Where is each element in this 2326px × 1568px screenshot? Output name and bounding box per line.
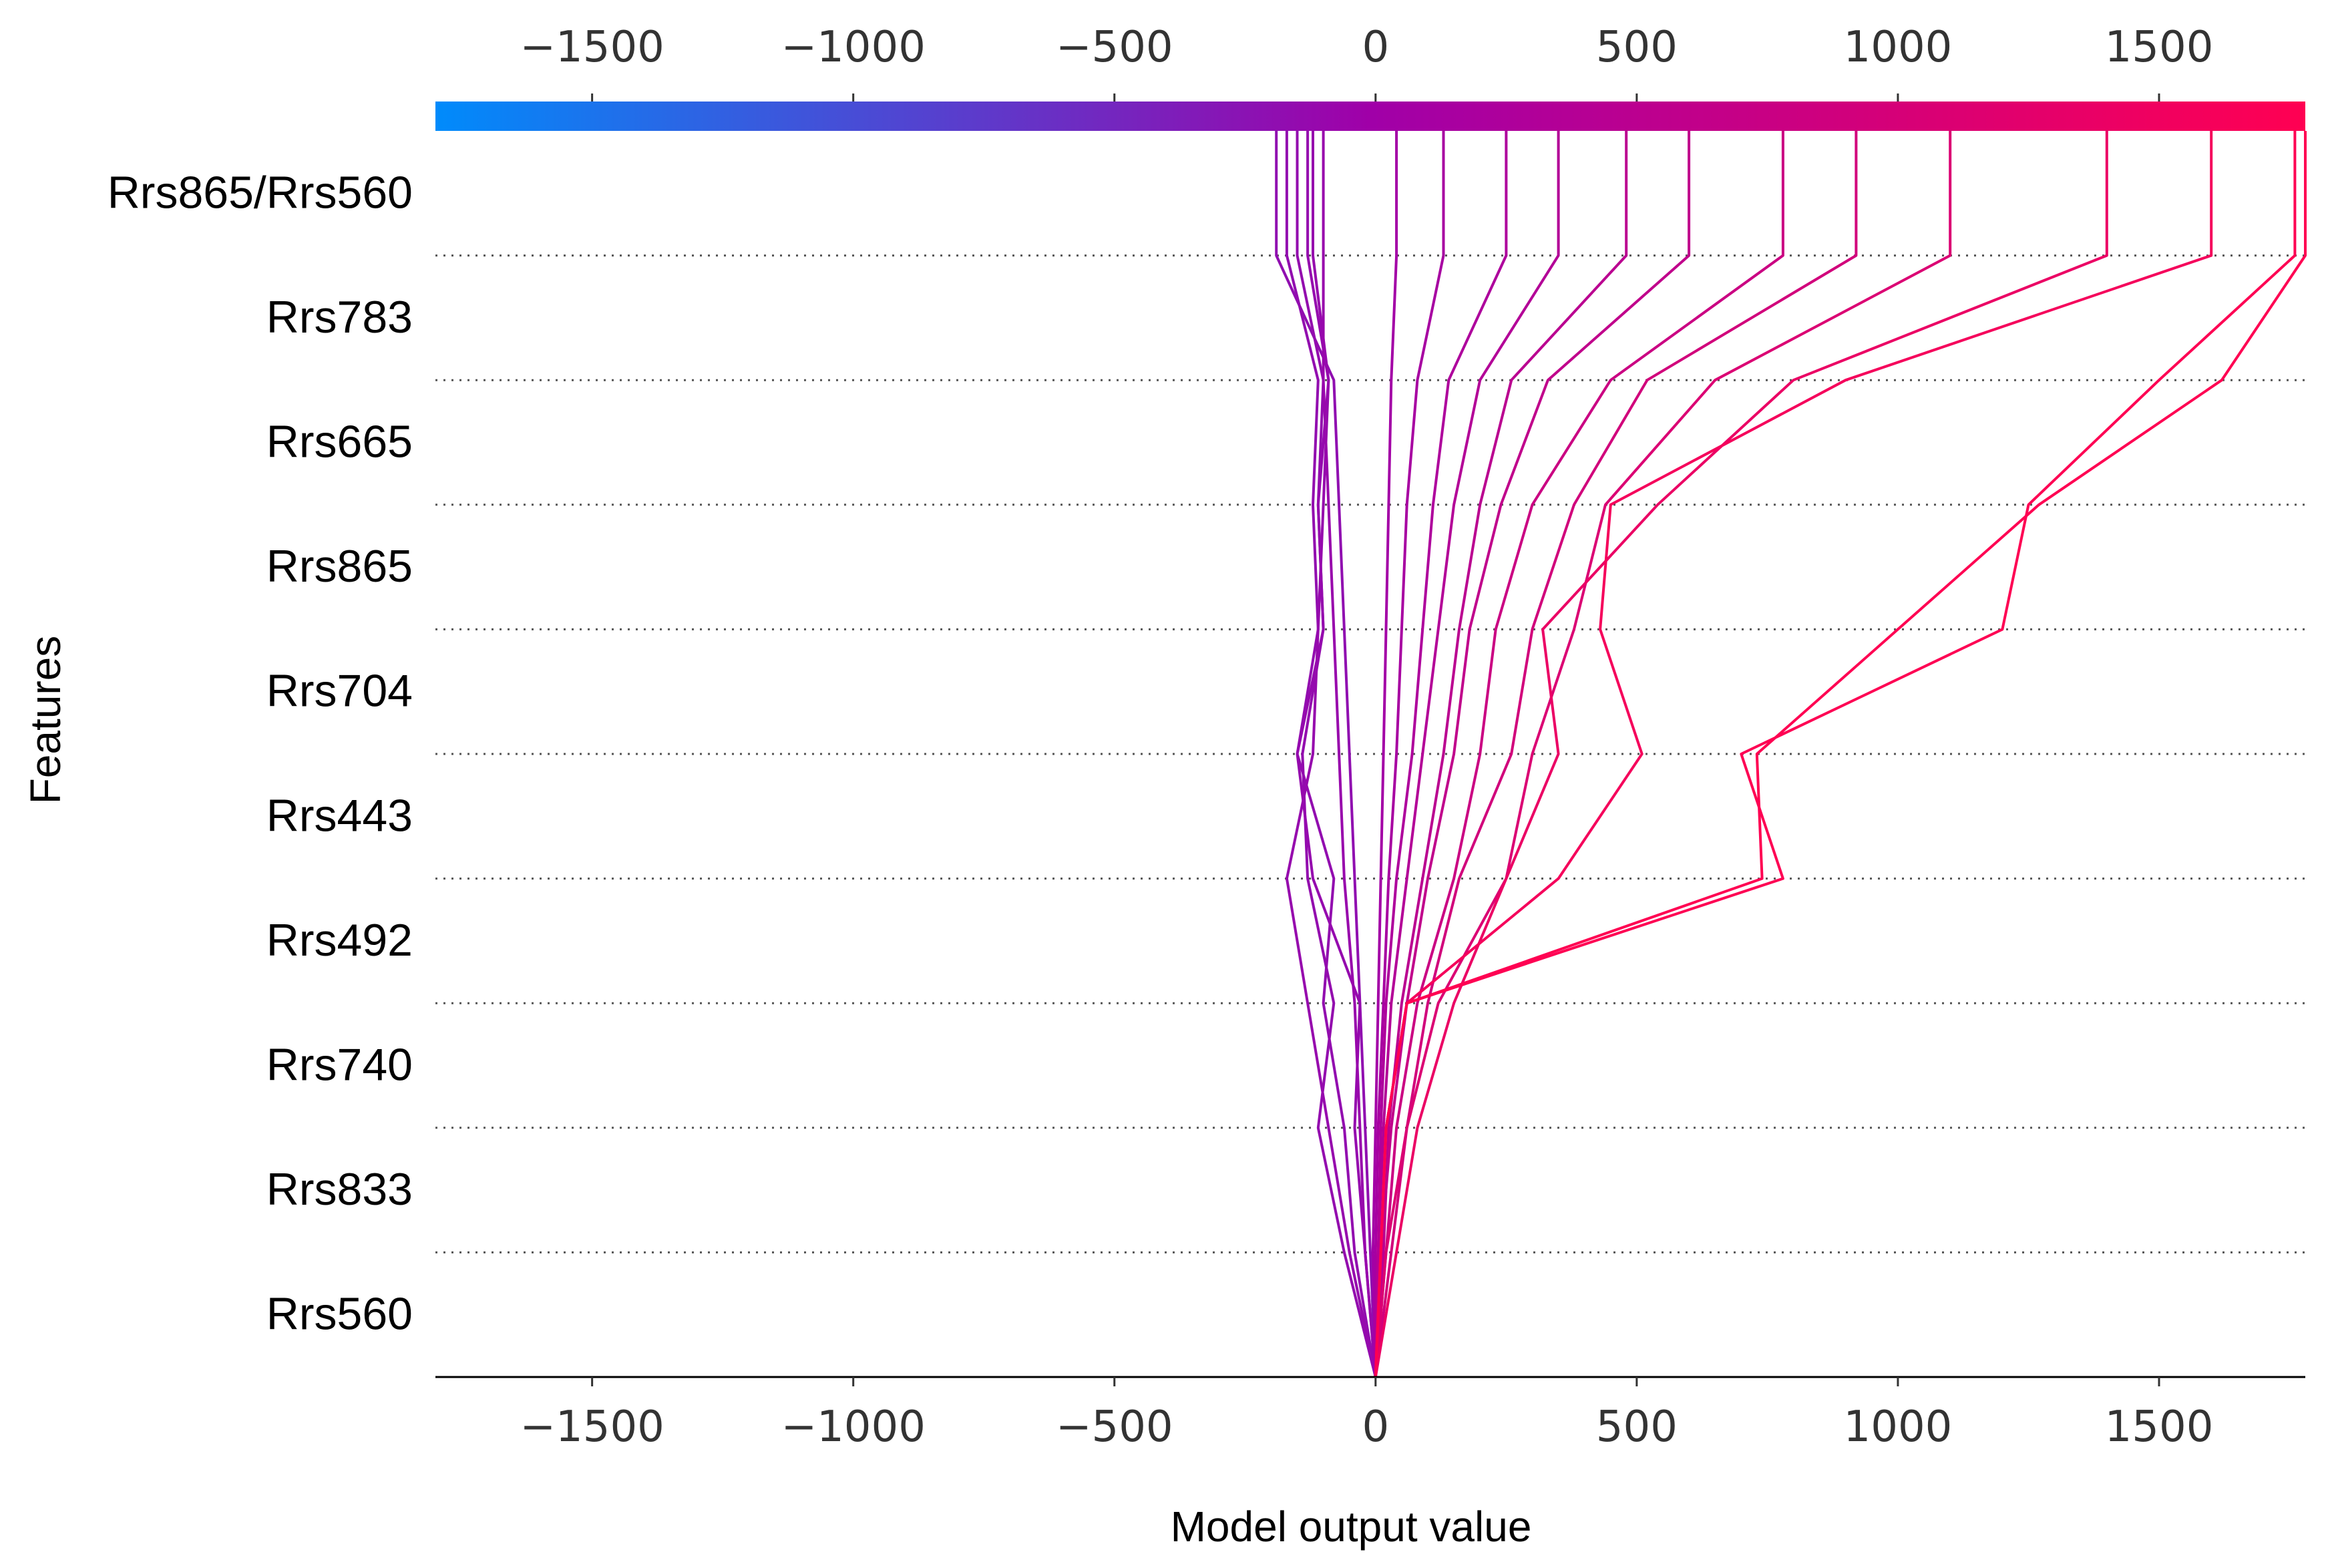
x-axis-title: Model output value [1171, 1503, 1532, 1551]
decision-line [1374, 131, 1952, 1378]
bottom-tick-label: 1000 [1844, 1402, 1953, 1452]
feature-label: Rrs865 [266, 541, 413, 592]
top-tick-label: −1000 [781, 23, 926, 72]
top-tick-label: 1500 [2105, 23, 2214, 72]
bottom-tick-label: 1500 [2105, 1402, 2214, 1452]
feature-label: Rrs833 [266, 1164, 413, 1215]
top-tick-label: −500 [1056, 23, 1173, 72]
decision-line [1374, 131, 1445, 1377]
decision-line [1322, 131, 1377, 1378]
colorbar [435, 102, 2305, 131]
bottom-tick-label: 0 [1362, 1402, 1389, 1452]
bottom-tick-label: −1000 [781, 1402, 926, 1452]
decision-line [1374, 131, 1858, 1378]
bottom-axis-ticks: −1500 −1000 −500 0 500 1000 1500 [520, 1377, 2213, 1452]
feature-label: Rrs865/Rrs560 [108, 167, 413, 218]
top-tick-label: −1500 [520, 23, 664, 72]
decision-line [1374, 131, 1691, 1378]
decision-lines [1275, 131, 2307, 1378]
top-axis-ticks: −1500 −1000 −500 0 500 1000 1500 [520, 23, 2213, 102]
feature-label: Rrs665 [266, 417, 413, 467]
decision-line [1374, 131, 1508, 1378]
feature-label: Rrs443 [266, 790, 413, 841]
feature-label: Rrs704 [266, 666, 413, 717]
decision-line [1374, 131, 2213, 1378]
decision-line [1371, 131, 1398, 1378]
decision-line [1374, 131, 2108, 1378]
bottom-tick-label: 500 [1596, 1402, 1678, 1452]
feature-label: Rrs560 [266, 1289, 413, 1340]
bottom-tick-label: −500 [1056, 1402, 1173, 1452]
y-axis-title: Features [21, 636, 69, 805]
feature-label: Rrs492 [266, 915, 413, 966]
bottom-tick-label: −1500 [520, 1402, 664, 1452]
decision-line [1296, 131, 1377, 1378]
feature-label: Rrs740 [266, 1040, 413, 1091]
decision-line [1374, 131, 2307, 1378]
top-tick-label: 0 [1362, 23, 1389, 72]
top-tick-label: 1000 [1844, 23, 1953, 72]
top-tick-label: 500 [1596, 23, 1678, 72]
feature-labels: Rrs865/Rrs560 Rrs783 Rrs665 Rrs865 Rrs704 Rrs… [108, 167, 413, 1339]
decision-line [1374, 131, 1784, 1378]
feature-label: Rrs783 [266, 292, 413, 343]
decision-line [1296, 131, 1377, 1378]
decision-line [1374, 131, 1560, 1378]
feature-separators [435, 254, 2305, 1253]
